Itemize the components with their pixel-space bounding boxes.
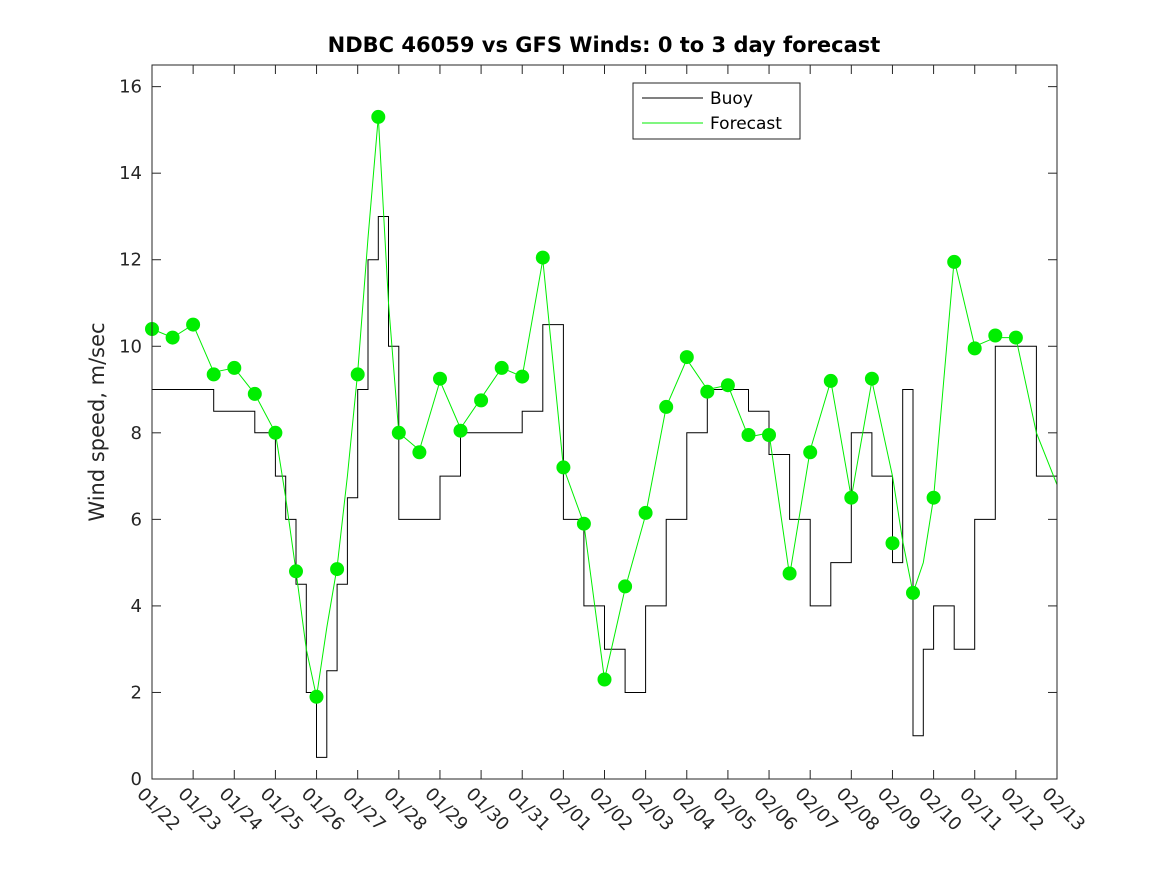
y-tick-label: 10 (119, 336, 142, 357)
forecast-point (309, 689, 324, 704)
x-tick-label: 01/23 (174, 784, 226, 836)
forecast-point (803, 445, 818, 460)
forecast-point (247, 386, 262, 401)
x-tick-label: 02/07 (791, 784, 843, 836)
forecast-point (330, 562, 345, 577)
x-tick-label: 02/10 (914, 784, 966, 836)
x-tick-label: 02/13 (1037, 784, 1089, 836)
chart-title: NDBC 46059 vs GFS Winds: 0 to 3 day fore… (328, 33, 881, 57)
forecast-point (186, 317, 201, 332)
forecast-point (906, 585, 920, 600)
forecast-point (762, 428, 776, 442)
forecast-point (391, 425, 406, 440)
legend-label-forecast: Forecast (710, 114, 782, 134)
x-tick-label: 01/26 (297, 784, 349, 836)
x-tick-label: 02/08 (832, 784, 884, 836)
x-tick-label: 01/30 (462, 784, 514, 836)
x-tick-label: 02/05 (708, 784, 760, 836)
forecast-point (268, 425, 283, 440)
forecast-point (864, 371, 879, 386)
forecast-point (535, 250, 550, 265)
forecast-point (659, 399, 674, 414)
forecast-point (412, 445, 427, 460)
forecast-point (741, 428, 756, 442)
forecast-point (371, 109, 386, 124)
y-tick-label: 12 (119, 250, 142, 271)
forecast-point (988, 328, 1003, 343)
y-tick-label: 6 (131, 509, 142, 530)
forecast-point (844, 490, 859, 505)
x-tick-label: 01/22 (132, 784, 184, 836)
x-tick-label: 02/12 (996, 784, 1048, 836)
marker-layer (145, 109, 1023, 704)
x-tick-label: 01/25 (256, 784, 308, 836)
forecast-point (885, 536, 900, 551)
x-tick-label: 01/28 (379, 784, 431, 836)
x-tick-label: 02/11 (955, 784, 1007, 836)
forecast-point (576, 516, 591, 531)
forecast-point (206, 367, 221, 382)
forecast-point (618, 579, 633, 594)
y-tick-label: 16 (119, 77, 142, 98)
forecast-point (597, 672, 612, 687)
legend-label-buoy: Buoy (710, 89, 753, 109)
forecast-point (720, 378, 735, 393)
forecast-point (700, 384, 715, 399)
forecast-point (350, 367, 365, 382)
forecast-point (494, 360, 509, 375)
x-tick-label: 01/31 (503, 784, 555, 836)
x-tick-label: 01/24 (215, 784, 267, 836)
forecast-point (515, 369, 530, 384)
forecast-point (823, 373, 838, 388)
forecast-point (433, 371, 447, 386)
forecast-point (947, 254, 962, 269)
y-tick-label: 0 (131, 769, 142, 790)
forecast-point (926, 490, 941, 505)
x-tick-label: 02/03 (626, 784, 678, 836)
forecast-point (289, 564, 303, 579)
legend-box (632, 82, 801, 140)
plot-area (152, 65, 1057, 779)
forecast-point (227, 360, 242, 375)
y-tick-label: 8 (131, 423, 142, 444)
forecast-point (165, 330, 180, 345)
y-axis-label: Wind speed, m/sec (85, 322, 109, 521)
y-tick-label: 14 (119, 163, 142, 184)
x-tick-label: 02/09 (873, 784, 925, 836)
x-tick-label: 02/01 (544, 784, 596, 836)
forecast-point (453, 423, 468, 438)
y-tick-label: 2 (131, 682, 142, 703)
forecast-point (782, 566, 797, 581)
forecast-point (679, 350, 694, 365)
forecast-point (1008, 330, 1023, 345)
x-tick-label: 01/27 (338, 784, 390, 836)
x-tick-label: 01/29 (420, 784, 472, 836)
y-axis: 0 2 4 6 8 10 12 14 16 (119, 77, 1057, 790)
x-tick-label: 02/04 (667, 784, 719, 836)
x-tick-label: 02/02 (585, 784, 637, 836)
forecast-point (638, 505, 653, 520)
forecast-point (967, 341, 982, 356)
forecast-point (556, 460, 571, 475)
legend: Buoy Forecast (632, 82, 801, 140)
x-tick-label: 02/06 (750, 784, 802, 836)
forecast-point (474, 393, 489, 408)
y-tick-label: 4 (131, 596, 142, 617)
